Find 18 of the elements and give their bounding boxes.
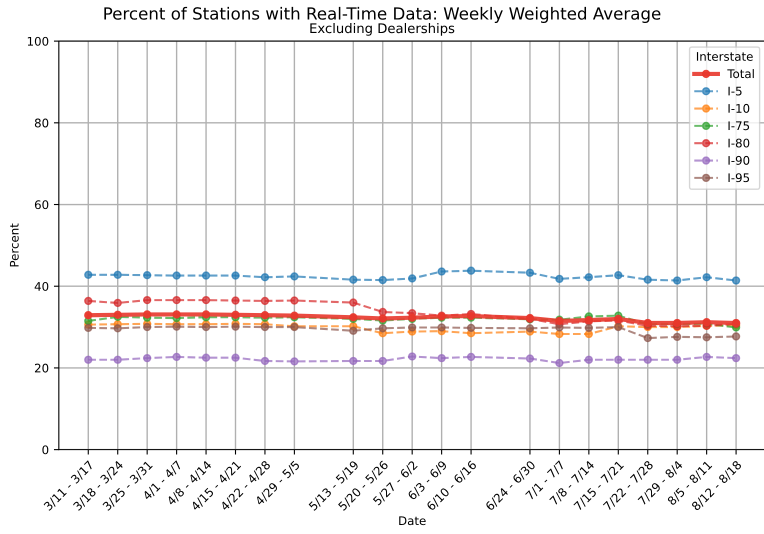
y-tick-label: 60 bbox=[34, 200, 48, 210]
legend-label: I-5 bbox=[728, 86, 742, 96]
chart-subtitle: Excluding Dealerships bbox=[310, 22, 454, 36]
legend-label: I-80 bbox=[728, 138, 750, 148]
legend-label: I-95 bbox=[728, 173, 750, 182]
y-tick-label: 80 bbox=[34, 118, 48, 128]
y-tick-label: 100 bbox=[28, 36, 48, 46]
legend-title: Interstate bbox=[696, 52, 753, 61]
legend-label: I-10 bbox=[728, 104, 750, 113]
legend-label: Total bbox=[727, 69, 754, 78]
x-axis-title: Date bbox=[399, 516, 426, 526]
y-tick-label: 0 bbox=[42, 445, 48, 454]
legend-label: I-75 bbox=[728, 121, 750, 130]
y-tick-label: 40 bbox=[34, 282, 48, 291]
y-axis-title: Percent bbox=[10, 223, 19, 266]
legend-label: I-90 bbox=[728, 156, 750, 165]
chart-title: Percent of Stations with Real-Time Data: Weekly Weighted Average bbox=[104, 6, 660, 24]
y-tick-label: 20 bbox=[34, 364, 48, 373]
